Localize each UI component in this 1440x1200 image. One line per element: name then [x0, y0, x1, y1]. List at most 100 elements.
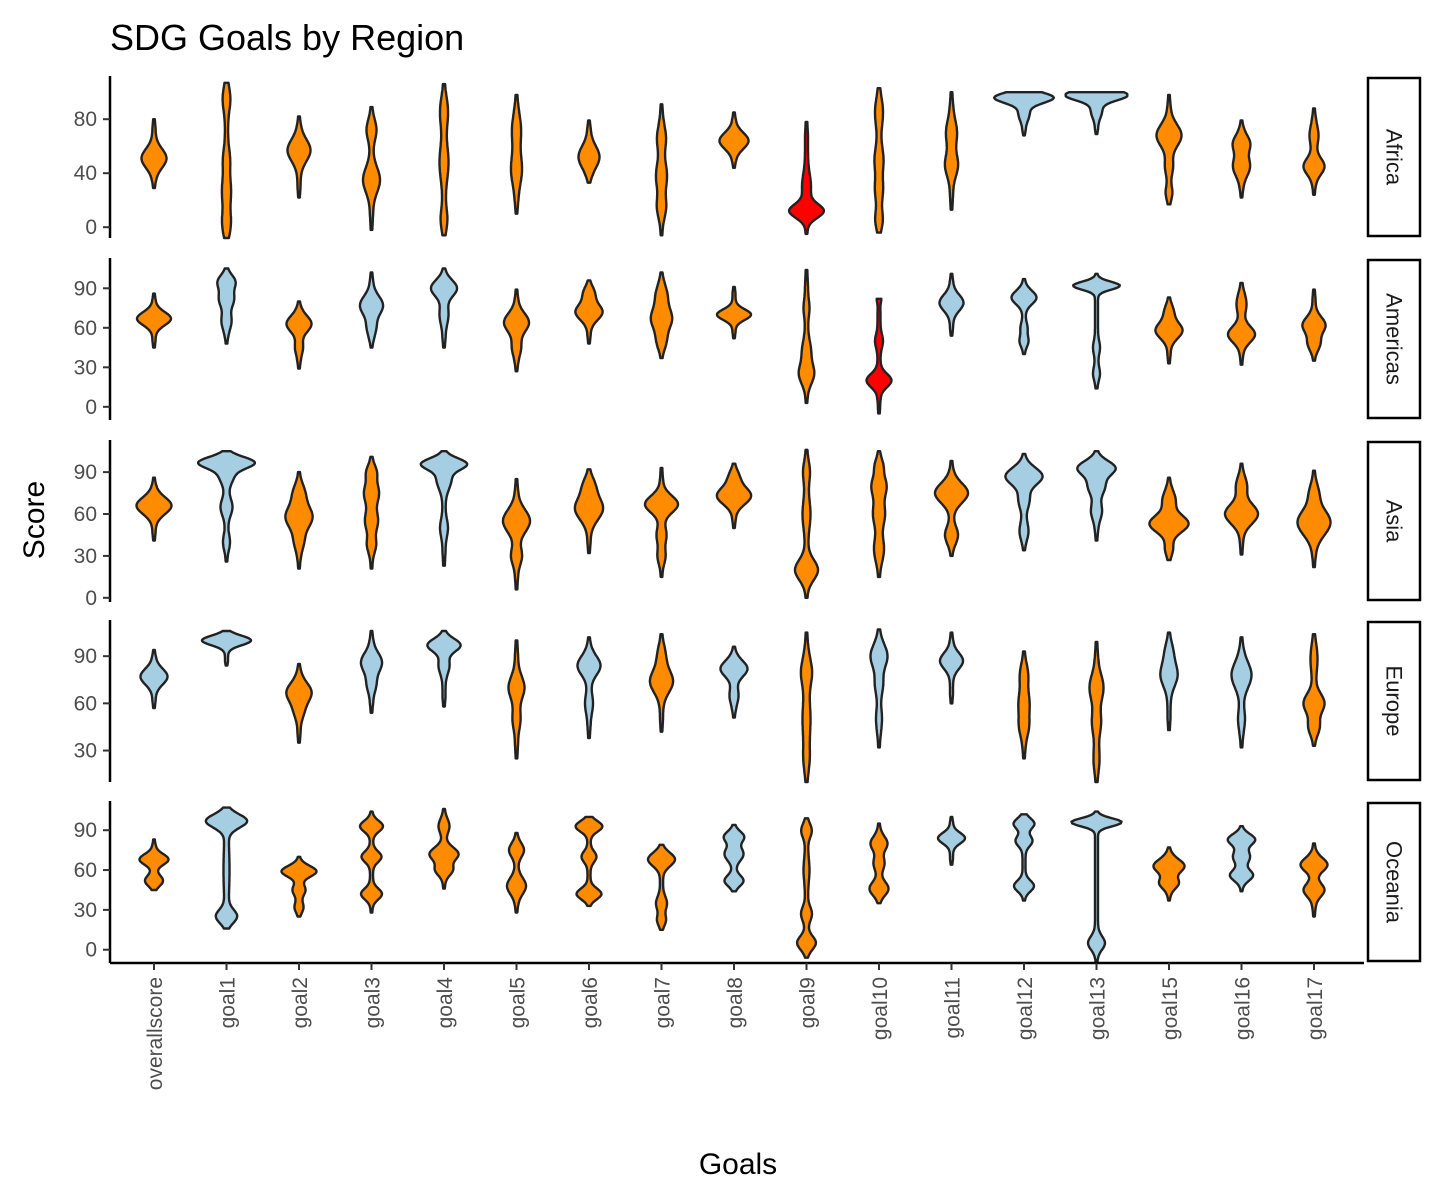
violin-asia-goal15 [1148, 476, 1190, 562]
violin-oceania-goal4 [428, 807, 460, 890]
y-tick-label: 80 [74, 108, 97, 131]
violin-oceania-overallscore [138, 838, 170, 892]
facet-strip [1366, 620, 1422, 782]
facet-strip-label: Europe [1382, 666, 1407, 737]
x-tick-label: goal13 [1087, 977, 1110, 1040]
y-tick-label: 30 [74, 740, 97, 763]
violin-asia-goal1 [197, 450, 256, 563]
facet-panels: 0 40 80 Africa 0 30 60 90 Americas 0 30 60 90 Asia 30 6… [74, 76, 1422, 965]
violin-americas-goal8 [715, 285, 753, 340]
violin-asia-goal2 [284, 470, 314, 570]
violin-americas-goal5 [502, 288, 531, 373]
violin-asia-goal10 [870, 450, 888, 579]
x-axis-title: Goals [699, 1148, 777, 1181]
x-tick-label: goal2 [289, 977, 312, 1028]
panel-oceania: 0 30 60 90 Oceania [74, 801, 1422, 965]
facet-strip-label: Africa [1382, 129, 1407, 186]
x-tick-label: overallscore [144, 977, 167, 1090]
x-tick-label: goal17 [1304, 977, 1327, 1040]
panel-europe: 30 60 90 Europe [74, 620, 1422, 784]
violin-asia-goal11 [933, 459, 970, 558]
violin-oceania-goal15 [1152, 846, 1186, 902]
violin-asia-goal7 [643, 466, 680, 579]
violin-africa-goal2 [286, 115, 312, 199]
violin-europe-goal15 [1159, 631, 1179, 732]
violin-oceania-goal6 [574, 815, 604, 908]
facet-strip-label: Americas [1382, 293, 1407, 385]
violin-africa-goal15 [1155, 93, 1183, 206]
violin-americas-goal17 [1301, 288, 1327, 362]
y-tick-label: 90 [74, 461, 97, 484]
violin-oceania-goal3 [358, 810, 385, 914]
violin-europe-goal5 [507, 639, 526, 760]
violin-oceania-goal17 [1299, 842, 1329, 918]
x-axis: overallscore goal1 goal2 goal3 goal4 goal5 goa… [110, 961, 1364, 1090]
x-tick-label: goal4 [434, 977, 457, 1029]
violin-europe-goal2 [285, 662, 313, 744]
violin-asia-overallscore [135, 476, 173, 542]
y-tick-label: 0 [85, 587, 97, 610]
violin-asia-goal3 [362, 455, 381, 570]
violin-asia-goal8 [715, 462, 753, 530]
violin-europe-goal8 [719, 645, 749, 719]
y-tick-label: 30 [74, 545, 97, 568]
panel-asia: 0 30 60 90 Asia [74, 440, 1422, 610]
violin-europe-goal7 [648, 633, 675, 733]
x-tick-label: goal6 [579, 977, 602, 1028]
x-tick-label: goal3 [362, 977, 385, 1028]
violin-africa-goal5 [509, 93, 524, 215]
facet-strip [1366, 440, 1422, 602]
violin-oceania-goal9 [795, 817, 818, 959]
violin-asia-goal4 [419, 450, 469, 567]
x-tick-label: goal16 [1232, 977, 1255, 1040]
violin-europe-goal17 [1302, 633, 1326, 747]
y-tick-label: 90 [74, 645, 97, 668]
violin-americas-goal6 [574, 279, 604, 345]
violin-oceania-goal11 [936, 815, 967, 866]
violin-americas-goal16 [1226, 281, 1257, 366]
x-tick-label: goal15 [1159, 977, 1182, 1040]
x-tick-label: goal11 [942, 977, 965, 1039]
violin-africa-goal8 [718, 111, 750, 169]
violin-europe-goal13 [1088, 640, 1105, 784]
violin-oceania-goal2 [280, 855, 318, 918]
facet-strip [1366, 258, 1422, 420]
x-tick-label: goal7 [652, 977, 675, 1028]
violin-americas-goal13 [1072, 272, 1121, 390]
panel-americas: 0 30 60 90 Americas [74, 258, 1422, 420]
violin-africa-overallscore [140, 118, 168, 190]
violin-europe-overallscore [139, 648, 169, 710]
x-tick-label: goal9 [797, 977, 820, 1028]
violin-americas-goal10 [865, 297, 893, 415]
violin-asia-goal16 [1223, 462, 1260, 556]
panel-africa: 0 40 80 Africa [74, 76, 1422, 240]
violin-africa-goal10 [873, 87, 885, 234]
violin-europe-goal10 [869, 628, 889, 749]
violin-africa-goal11 [943, 91, 960, 211]
y-tick-label: 60 [74, 859, 97, 882]
violin-africa-goal17 [1302, 107, 1326, 196]
x-tick-label: goal10 [869, 977, 892, 1040]
violin-africa-goal4 [438, 82, 450, 237]
y-tick-label: 30 [74, 356, 97, 379]
y-tick-label: 60 [74, 692, 97, 715]
y-tick-label: 30 [74, 899, 97, 922]
violin-europe-goal16 [1230, 636, 1253, 749]
violin-africa-goal16 [1231, 119, 1252, 199]
violin-europe-goal6 [576, 636, 602, 740]
violin-europe-goal9 [799, 631, 814, 784]
violin-americas-goal2 [285, 300, 313, 370]
chart-title: SDG Goals by Region [110, 17, 464, 58]
violin-oceania-goal8 [722, 823, 746, 893]
x-tick-label: goal12 [1014, 977, 1037, 1040]
violin-asia-goal6 [573, 468, 605, 555]
violin-oceania-goal5 [505, 831, 528, 914]
violin-oceania-goal16 [1226, 825, 1257, 893]
violin-africa-goal6 [577, 119, 601, 184]
violin-europe-goal12 [1017, 650, 1031, 760]
y-tick-label: 90 [74, 277, 97, 300]
violin-americas-goal4 [429, 267, 459, 349]
violin-oceania-goal1 [204, 806, 249, 930]
violin-oceania-goal7 [646, 843, 677, 931]
